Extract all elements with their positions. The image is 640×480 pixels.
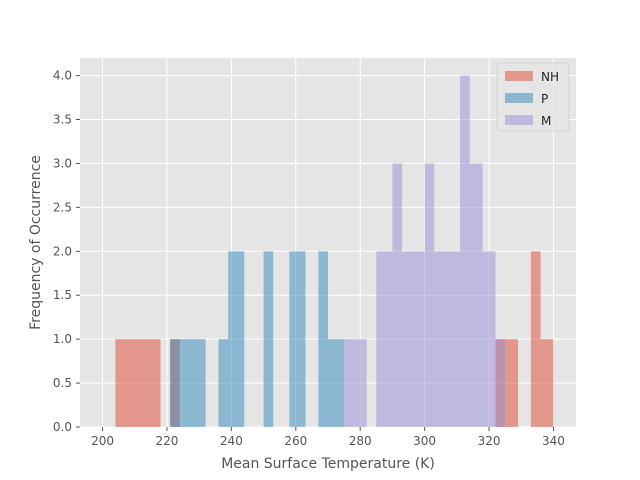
y-tick-label-3: 1.5 (53, 288, 72, 302)
bar-p-1 (179, 339, 206, 427)
y-tick-label-7: 3.5 (53, 113, 72, 127)
y-tick-label-5: 2.5 (53, 200, 72, 214)
y-tick-label-2: 1.0 (53, 332, 72, 346)
axis-ticks: 200 220 240 260 280 300 320 340 0.0 0.5 1.0 1.5 2.0 2… (53, 69, 565, 448)
bar-nh-3 (505, 339, 519, 427)
bar-p-7 (328, 339, 345, 427)
bar-m-3 (402, 251, 425, 427)
bar-p-0 (170, 339, 180, 427)
bar-m-5 (434, 251, 461, 427)
x-tick-label-2: 240 (220, 434, 243, 448)
x-tick-label-7: 340 (542, 434, 565, 448)
legend-swatch-nh (505, 71, 533, 81)
legend-swatch-m (505, 115, 533, 125)
legend-swatch-p (505, 93, 533, 103)
bar-m-1 (376, 251, 393, 427)
bar-p-4 (263, 251, 274, 427)
bar-m-0 (344, 339, 367, 427)
y-tick-label-8: 4.0 (53, 69, 72, 83)
y-tick-label-6: 3.0 (53, 156, 72, 170)
y-tick-label-0: 0.0 (53, 420, 72, 434)
bar-nh-4 (530, 251, 541, 427)
y-tick-label-4: 2.0 (53, 244, 72, 258)
bar-m-8 (482, 251, 496, 427)
y-tick-label-1: 0.5 (53, 376, 72, 390)
bar-m-4 (424, 163, 435, 427)
legend-label-nh: NH (541, 70, 559, 84)
x-axis-title: Mean Surface Temperature (K) (221, 456, 435, 472)
histogram-bars (115, 75, 554, 428)
x-tick-label-0: 200 (91, 434, 114, 448)
bar-m-6 (460, 75, 470, 428)
bar-m-9 (495, 339, 506, 427)
bar-m-7 (469, 163, 483, 427)
bar-p-3 (228, 251, 245, 427)
x-tick-label-4: 280 (349, 434, 372, 448)
bar-m-2 (392, 163, 403, 427)
bar-p-6 (318, 251, 328, 427)
bar-nh-0 (115, 339, 161, 427)
bar-nh-5 (540, 339, 554, 427)
bar-p-5 (289, 251, 306, 427)
bar-p-2 (218, 339, 229, 427)
y-axis-title: Frequency of Occurrence (28, 155, 44, 330)
x-tick-label-5: 300 (413, 434, 436, 448)
x-tick-label-6: 320 (478, 434, 501, 448)
x-tick-label-3: 260 (284, 434, 307, 448)
legend: NH PM (496, 62, 570, 132)
legend-label-m: M (541, 114, 551, 128)
x-tick-label-1: 220 (156, 434, 179, 448)
legend-label-p: P (541, 92, 548, 106)
